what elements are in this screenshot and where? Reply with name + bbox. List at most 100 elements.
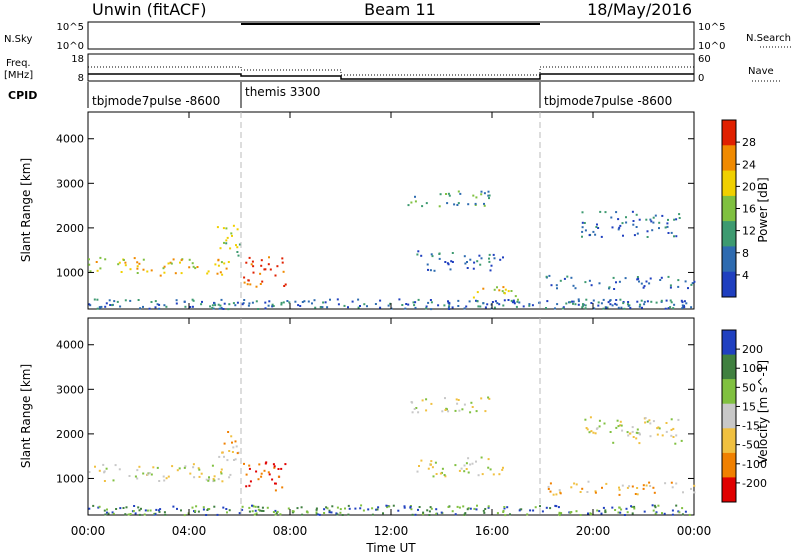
scatter-cell (619, 420, 622, 423)
scatter-cell (456, 204, 459, 206)
scatter-cell (602, 506, 605, 509)
scatter-cell (191, 506, 194, 509)
scatter-cell (164, 513, 167, 516)
scatter-cell (252, 504, 255, 507)
scatter-cell (433, 269, 436, 272)
scatter-cell (339, 511, 342, 514)
scatter-cell (652, 486, 655, 489)
scatter-cell (522, 305, 525, 308)
scatter-cell (617, 425, 620, 428)
scatter-cell (216, 513, 219, 516)
scatter-cell (235, 244, 237, 247)
scatter-cell (627, 301, 630, 303)
scatter-cell (155, 508, 158, 511)
scatter-cell (617, 511, 620, 514)
scatter-cell (296, 507, 299, 510)
scatter-cell (236, 246, 239, 249)
scatter-cell (632, 220, 635, 222)
scatter-cell (200, 303, 203, 306)
scatter-cell (610, 216, 613, 219)
scatter-cell (475, 508, 478, 511)
scatter-cell (569, 301, 572, 304)
scatter-cell (223, 442, 226, 445)
scatter-cell (640, 282, 643, 285)
scatter-cell (291, 510, 294, 513)
scatter-cell (414, 513, 417, 516)
scatter-cell (191, 298, 194, 301)
scatter-cell (607, 301, 610, 304)
scatter-cell (437, 304, 440, 307)
scatter-cell (193, 510, 195, 513)
scatter-cell (410, 401, 413, 403)
scatter-cell (220, 306, 223, 309)
scatter-cell (672, 307, 675, 310)
scatter-cell (471, 462, 474, 465)
scatter-cell (388, 505, 391, 508)
scatter-cell (243, 276, 246, 279)
scatter-cell (375, 508, 378, 511)
scatter-cell (425, 202, 428, 205)
scatter-cell (392, 504, 395, 507)
scatter-cell (343, 304, 346, 307)
scatter-cell (223, 262, 226, 265)
scatter-cell (463, 307, 466, 310)
scatter-cell (377, 506, 380, 509)
scatter-cell (225, 508, 228, 510)
scatter-cell (112, 512, 115, 515)
scatter-cell (649, 435, 652, 438)
scatter-cell (272, 511, 275, 513)
scatter-cell (207, 270, 210, 273)
xtick-label: 04:00 (172, 524, 207, 538)
scatter-cell (669, 284, 672, 287)
scatter-cell (435, 512, 438, 515)
scatter-cell (463, 255, 466, 258)
scatter-cell (324, 301, 327, 304)
scatter-cell (242, 302, 245, 305)
scatter-cell (644, 417, 647, 419)
scatter-cell (507, 299, 510, 301)
scatter-cell (165, 305, 168, 308)
scatter-cell (681, 304, 684, 307)
scatter-cell (96, 269, 99, 272)
scatter-cell (180, 272, 183, 275)
scatter-cell (677, 285, 680, 288)
scatter-cell (401, 304, 404, 306)
beam-title: Beam 11 (364, 0, 436, 19)
scatter-cell (652, 216, 655, 219)
scatter-cell (421, 205, 424, 208)
scatter-cell (673, 235, 675, 238)
scatter-cell (129, 268, 132, 271)
scatter-cell (690, 306, 693, 309)
scatter-cell (670, 481, 673, 484)
scatter-cell (615, 426, 618, 429)
scatter-cell (418, 465, 420, 467)
scatter-cell (416, 253, 419, 256)
scatter-cell (362, 509, 365, 512)
scatter-cell (448, 308, 451, 310)
colorbar-tick-label: 12 (742, 225, 756, 238)
scatter-cell (456, 402, 459, 405)
scatter-cell (550, 284, 553, 287)
scatter-cell (89, 270, 92, 273)
scatter-cell (301, 513, 304, 516)
scatter-cell (448, 194, 451, 197)
cpid-segment-3: tbjmode7pulse -8600 (544, 94, 672, 108)
colorbar-band (722, 379, 736, 405)
scatter-cell (411, 513, 414, 516)
scatter-cell (678, 511, 681, 514)
scatter-cell (487, 190, 490, 193)
scatter-cell (336, 506, 339, 509)
scatter-cell (638, 280, 640, 283)
scatter-cell (136, 272, 139, 274)
scatter-cell (476, 504, 478, 507)
scatter-cell (683, 300, 686, 303)
scatter-cell (584, 281, 587, 284)
scatter-cell (102, 463, 105, 466)
scatter-cell (410, 201, 413, 204)
colorbar-band (722, 170, 736, 197)
xtick-label: 00:00 (71, 524, 106, 538)
scatter-cell (359, 305, 361, 307)
scatter-cell (281, 257, 284, 260)
scatter-cell (430, 463, 432, 466)
scatter-cell (571, 300, 574, 303)
